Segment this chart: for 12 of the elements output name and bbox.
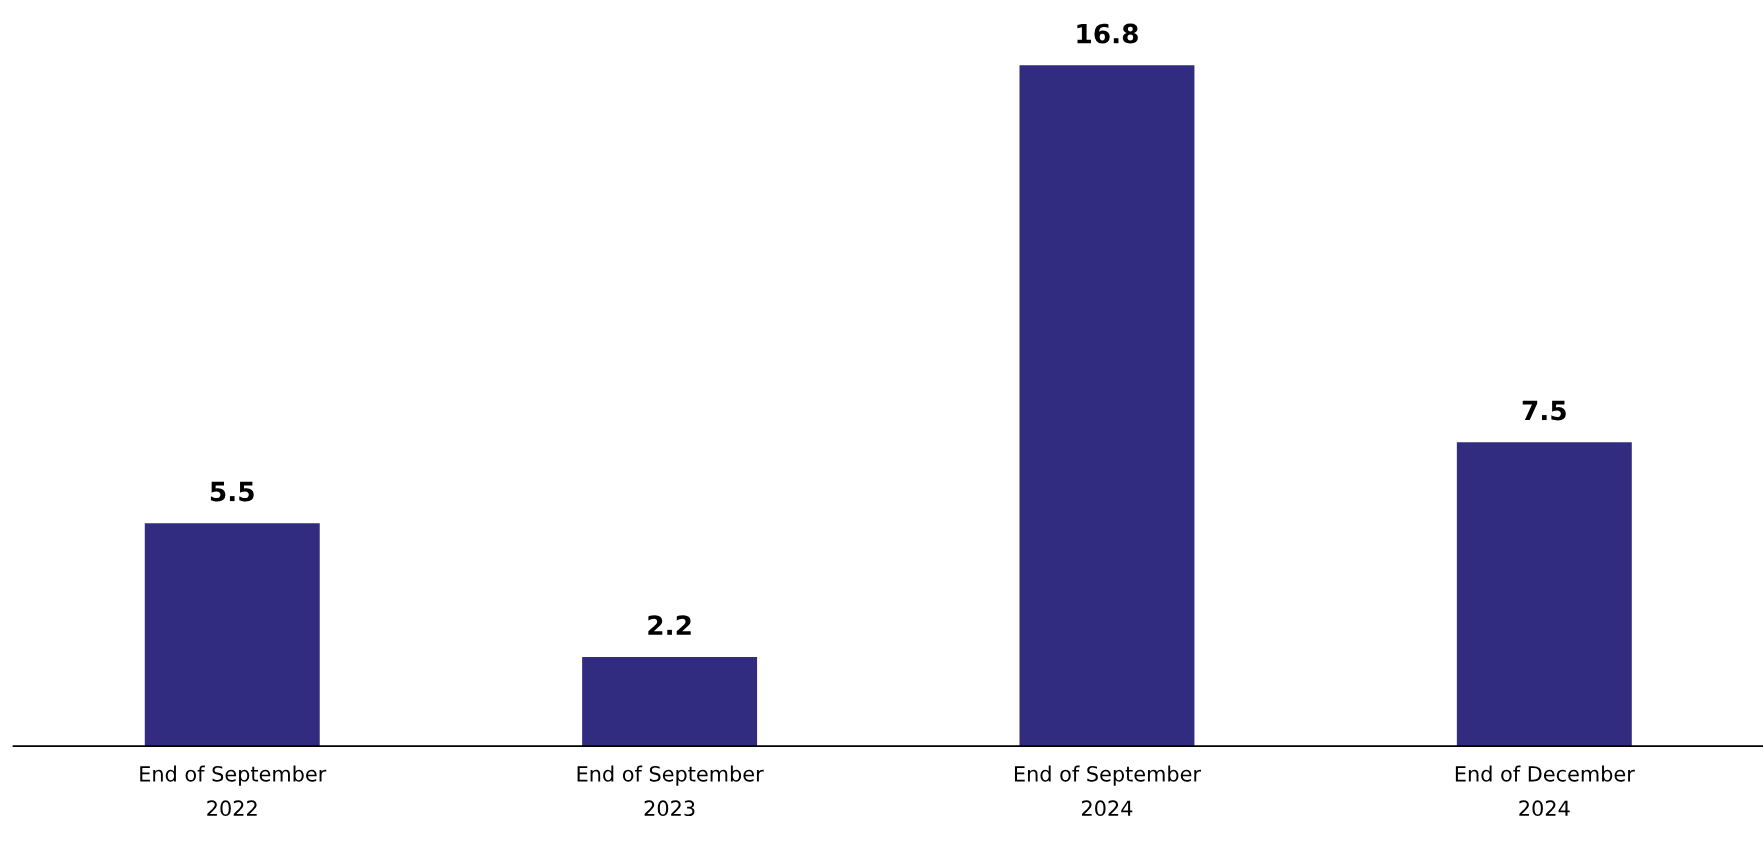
x-tick-label: End of September 2024 (1014, 765, 1201, 817)
x-tick-label: End of December 2024 (1455, 765, 1635, 817)
bar (1019, 65, 1195, 747)
bar (582, 656, 758, 747)
data-label: 16.8 (1077, 23, 1138, 44)
data-label: 7.5 (1522, 400, 1566, 421)
data-label: 5.5 (210, 481, 254, 502)
x-tick-label: End of September 2022 (140, 765, 327, 817)
bar (144, 523, 320, 747)
bar (1456, 442, 1632, 747)
x-tick-label: End of September 2023 (577, 765, 764, 817)
data-label: 2.2 (648, 615, 691, 635)
